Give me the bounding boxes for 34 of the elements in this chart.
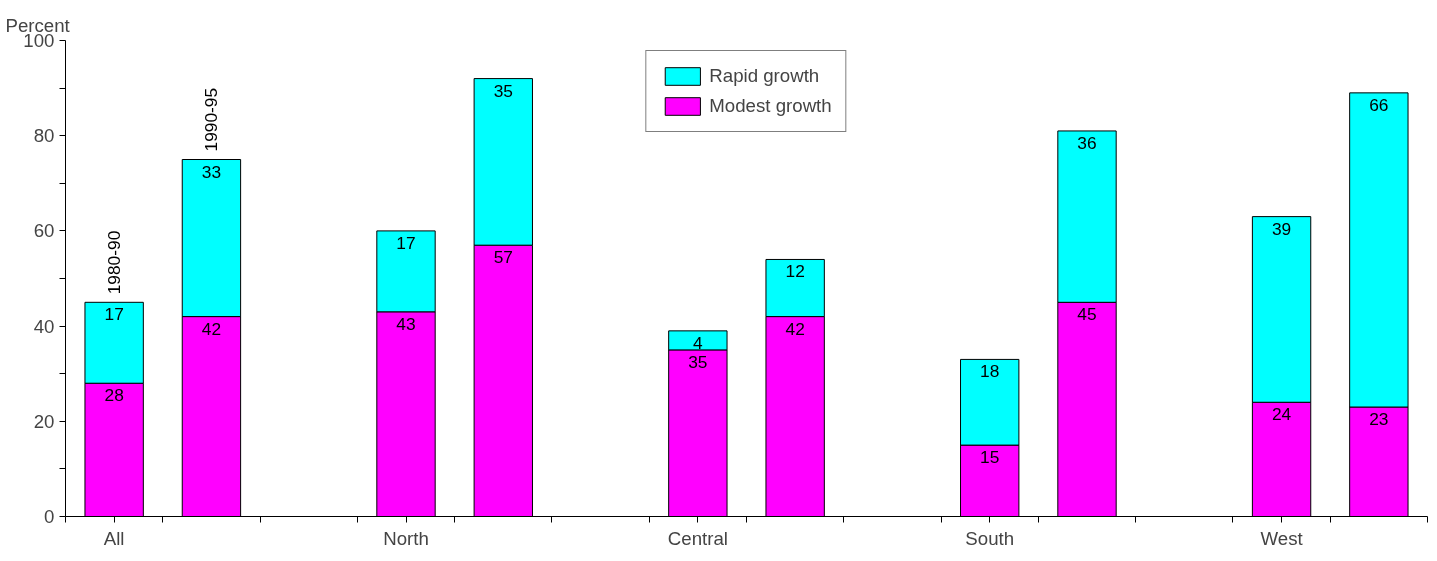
data-label: 33 [201,161,222,182]
data-label: 28 [104,385,124,406]
data-label: 17 [396,232,416,253]
data-label: 42 [201,318,222,339]
annotation: 1980-90 [104,230,125,295]
y-tick-label: 20 [33,410,55,432]
data-label: 17 [104,304,124,325]
x-tick-label: South [965,527,1015,549]
data-label: 35 [688,351,708,372]
x-tick-label: All [103,527,125,549]
data-label: 57 [493,247,513,268]
data-label: 24 [1271,404,1292,425]
data-label: 45 [1077,304,1097,325]
x-tick-label: West [1260,527,1304,549]
data-label: 35 [493,80,513,101]
data-label: 4 [693,332,704,353]
data-label: 39 [1271,218,1292,239]
annotation: 1990-95 [201,87,222,152]
data-label: 15 [980,447,1000,468]
data-label: 42 [785,318,805,339]
legend-label: Modest growth [709,95,832,117]
legend-label: Rapid growth [709,65,820,87]
y-tick-label: 60 [33,220,55,242]
data-label: 43 [396,313,416,334]
data-label: 36 [1077,132,1097,153]
data-label: 66 [1369,94,1389,115]
data-label: 18 [980,361,1000,382]
y-tick-label: 0 [44,506,55,527]
y-tick-label: 40 [33,315,55,337]
y-tick-label: 80 [33,125,55,147]
x-tick-label: North [383,527,429,549]
data-label: 12 [785,261,805,282]
x-tick-label: Central [667,527,728,549]
data-label: 23 [1369,409,1389,430]
